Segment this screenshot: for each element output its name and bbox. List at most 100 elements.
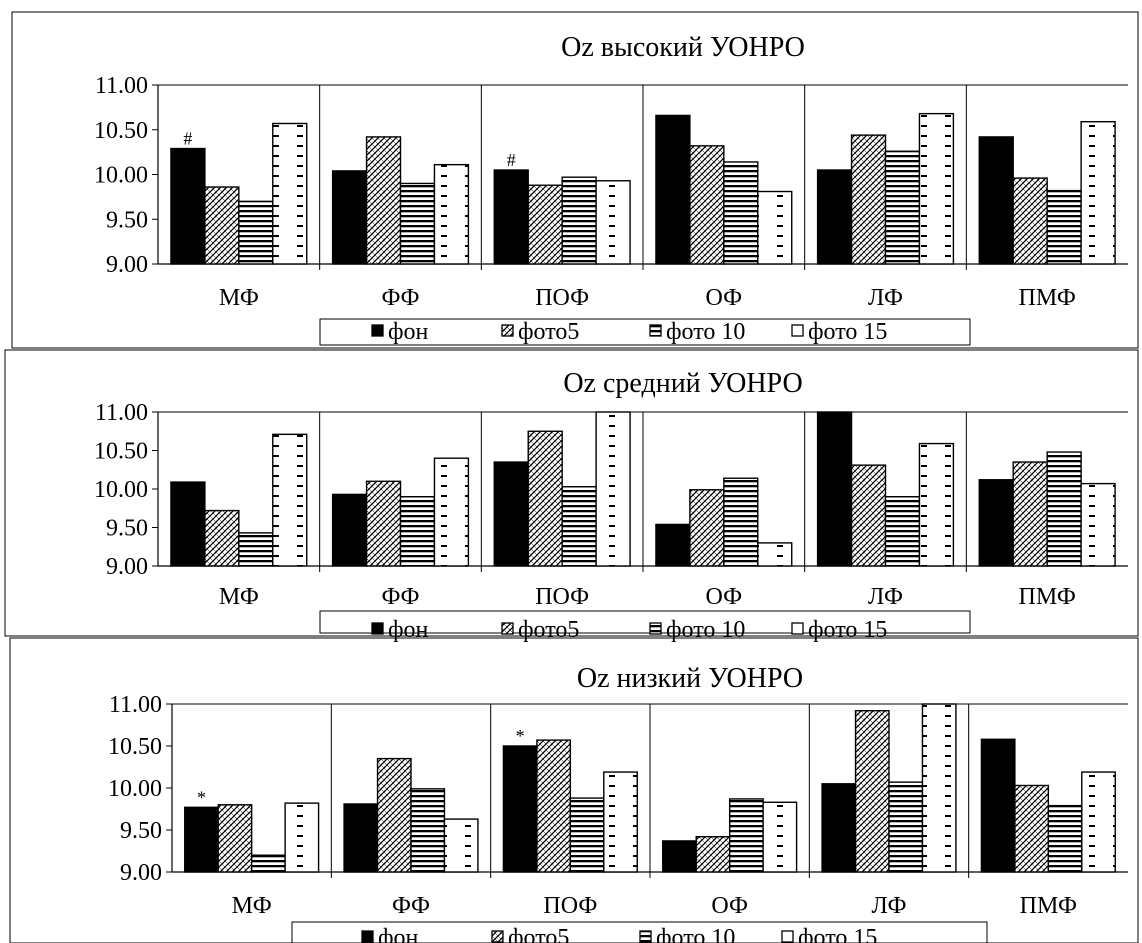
y-tick-label: 9.00 xyxy=(106,252,148,278)
legend-label: фон xyxy=(378,925,419,943)
bar-фото5-4 xyxy=(850,134,887,265)
legend-label: фото 10 xyxy=(666,617,745,643)
bar-фото10-5 xyxy=(1046,451,1082,567)
category-label: ЛФ xyxy=(868,285,903,311)
y-tick-label: 11.00 xyxy=(95,73,148,99)
bar-фото5-2 xyxy=(536,739,572,873)
significance-mark: # xyxy=(507,150,516,170)
y-tick-label: 10.50 xyxy=(94,118,148,144)
category-label: ПОФ xyxy=(535,285,589,311)
legend-box xyxy=(319,610,971,634)
legend-label: фото 10 xyxy=(656,925,735,943)
bar-фото10-1 xyxy=(410,788,446,873)
bar-фото5-3 xyxy=(689,145,725,265)
bar-фото10-1 xyxy=(399,496,436,567)
legend-swatch xyxy=(501,622,514,635)
bar-фото5-0 xyxy=(204,509,240,567)
bar-фото5-4 xyxy=(850,464,887,567)
bar-фото15-3 xyxy=(757,542,793,567)
legend-swatch xyxy=(649,324,662,337)
bar-фото10-5 xyxy=(1047,804,1083,873)
category-label: ОФ xyxy=(706,285,743,311)
y-tick-label: 10.50 xyxy=(94,439,148,465)
bar-фото10-2 xyxy=(561,176,597,265)
bar-фото5-3 xyxy=(689,489,725,567)
legend-label: фото 15 xyxy=(808,319,887,345)
bar-фото10-3 xyxy=(723,161,759,265)
bar-фото10-3 xyxy=(728,798,764,873)
bar-фон-2 xyxy=(493,461,529,567)
bar-фон-3 xyxy=(662,840,697,873)
bar-фото5-5 xyxy=(1014,784,1050,873)
y-tick-label: 9.50 xyxy=(106,207,148,233)
bar-фон-5 xyxy=(978,479,1014,567)
bar-фото10-0 xyxy=(238,200,274,265)
y-tick-label: 10.00 xyxy=(108,776,162,802)
legend-label: фото 15 xyxy=(798,925,877,943)
bar-фон-0 xyxy=(170,147,206,265)
bar-фото10-0 xyxy=(250,854,286,873)
bar-фото15-1 xyxy=(433,457,470,567)
bar-фото15-5 xyxy=(1080,482,1116,567)
chart-oz-medium: Oz средний УОНРО 11.00 10.50 10.00 9.50 9.00 М… xyxy=(4,349,1139,643)
bar-фото15-0 xyxy=(272,122,308,265)
bar-фото15-4 xyxy=(918,442,955,567)
bar-фото15-5 xyxy=(1081,771,1116,873)
bar-фон-4 xyxy=(816,411,853,567)
bar-фото5-5 xyxy=(1012,461,1048,567)
y-tick-label: 11.00 xyxy=(95,400,148,426)
bar-фото10-5 xyxy=(1046,189,1082,265)
y-tick-label: 9.50 xyxy=(106,516,148,542)
bar-фото10-4 xyxy=(884,150,921,265)
bar-фото5-1 xyxy=(376,757,412,873)
chart-title: Oz низкий УОНРО xyxy=(577,663,803,694)
y-tick-label: 11.00 xyxy=(109,692,162,718)
y-tick-label: 10.50 xyxy=(108,734,162,760)
significance-mark: * xyxy=(197,787,206,807)
category-label: ЛФ xyxy=(872,893,907,919)
bar-фото10-3 xyxy=(723,477,759,567)
bar-фон-3 xyxy=(655,114,691,265)
chart-title: Oz средний УОНРО xyxy=(563,368,802,399)
y-tick-label: 9.00 xyxy=(120,860,162,886)
bar-фото5-2 xyxy=(527,184,563,265)
bar-фото10-0 xyxy=(238,532,274,567)
legend-swatch xyxy=(371,622,384,635)
legend-swatch xyxy=(791,622,804,635)
category-label: МФ xyxy=(232,893,272,919)
legend-swatch xyxy=(649,622,662,635)
bar-фото5-4 xyxy=(854,710,890,873)
legend-swatch xyxy=(371,324,384,337)
bar-фон-5 xyxy=(980,738,1016,873)
category-label: ПОФ xyxy=(543,893,597,919)
y-tick-label: 10.00 xyxy=(94,163,148,189)
legend-label: фото5 xyxy=(508,925,569,943)
bar-фон-1 xyxy=(343,803,379,873)
legend-label: фон xyxy=(388,319,429,345)
bar-фон-5 xyxy=(978,136,1014,265)
bar-фон-0 xyxy=(184,806,219,873)
bar-фон-1 xyxy=(331,170,368,265)
category-label: ФФ xyxy=(382,584,420,610)
category-label: МФ xyxy=(219,584,259,610)
chart-frame xyxy=(11,11,1139,349)
legend-label: фото5 xyxy=(518,617,579,643)
bar-фото15-4 xyxy=(918,112,955,265)
bar-фон-3 xyxy=(655,523,691,567)
bar-фото15-2 xyxy=(595,411,631,567)
bar-фон-1 xyxy=(331,493,368,567)
category-label: ПМФ xyxy=(1019,584,1076,610)
bar-фото15-1 xyxy=(433,163,470,265)
y-tick-label: 10.00 xyxy=(94,477,148,503)
bar-фон-0 xyxy=(170,481,206,567)
bar-фото5-0 xyxy=(217,804,253,873)
bar-фото5-0 xyxy=(204,186,240,265)
category-label: ФФ xyxy=(382,285,420,311)
legend-swatch xyxy=(781,930,794,943)
chart-oz-low: Oz низкий УОНРО 11.00 10.50 10.00 9.50 9.00 МФ… xyxy=(9,637,1139,943)
legend-swatch xyxy=(501,324,514,337)
bar-фото5-1 xyxy=(365,480,402,567)
legend-label: фото 10 xyxy=(666,319,745,345)
category-label: ОФ xyxy=(711,893,748,919)
